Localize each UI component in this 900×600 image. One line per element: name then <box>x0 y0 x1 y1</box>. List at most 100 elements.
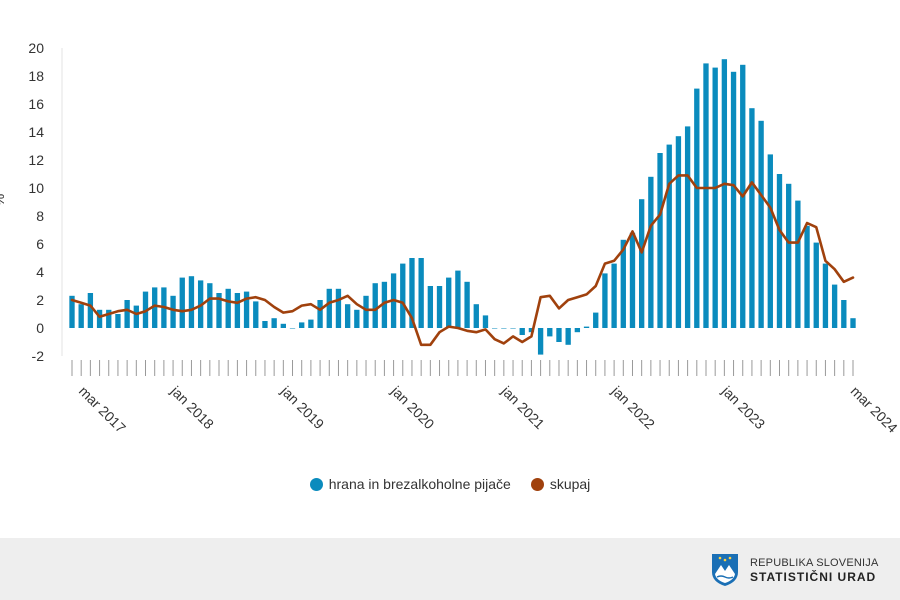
bar[interactable] <box>207 283 213 328</box>
x-tick-label: jan 2018 <box>167 382 217 432</box>
legend-item-food[interactable]: hrana in brezalkoholne pijače <box>309 476 511 492</box>
surs-logo[interactable]: REPUBLIKA SLOVENIJA STATISTIČNI URAD <box>710 552 879 588</box>
bar[interactable] <box>583 326 590 328</box>
bar[interactable] <box>795 200 801 328</box>
bar[interactable] <box>822 263 829 328</box>
bar[interactable] <box>758 120 764 328</box>
bar[interactable] <box>767 154 773 328</box>
logo-line2: STATISTIČNI URAD <box>750 570 877 584</box>
bar[interactable] <box>436 286 443 328</box>
food-bars-series <box>69 59 856 355</box>
total-inflation-line[interactable] <box>70 174 855 347</box>
bar[interactable] <box>372 283 378 328</box>
bar[interactable] <box>565 328 571 345</box>
bar[interactable] <box>133 305 139 328</box>
bar[interactable] <box>262 321 268 328</box>
bar[interactable] <box>620 239 626 328</box>
bar[interactable] <box>317 300 323 328</box>
bar[interactable] <box>749 108 755 328</box>
bar[interactable] <box>501 328 507 329</box>
legend-dot-total <box>530 477 544 491</box>
bar[interactable] <box>243 291 250 328</box>
bar[interactable] <box>354 309 360 328</box>
bar[interactable] <box>106 309 112 328</box>
bar[interactable] <box>308 319 314 328</box>
logo-line1: REPUBLIKA SLOVENIJA <box>750 557 879 569</box>
bar[interactable] <box>335 288 342 328</box>
bar[interactable] <box>170 295 176 328</box>
bar[interactable] <box>730 71 737 329</box>
bar[interactable] <box>611 263 617 328</box>
bar[interactable] <box>574 328 581 333</box>
bar[interactable] <box>831 284 838 328</box>
bar[interactable] <box>648 176 654 328</box>
bar[interactable] <box>418 258 424 328</box>
bar[interactable] <box>473 304 479 328</box>
bar[interactable] <box>188 276 195 328</box>
bar[interactable] <box>804 225 810 328</box>
bar[interactable] <box>280 323 286 328</box>
bar[interactable] <box>96 309 103 328</box>
bar[interactable] <box>69 295 75 328</box>
bar[interactable] <box>179 277 185 328</box>
bar[interactable] <box>400 263 406 328</box>
bar[interactable] <box>115 314 121 328</box>
bar[interactable] <box>841 300 847 328</box>
bar[interactable] <box>657 153 663 328</box>
bar[interactable] <box>234 293 241 328</box>
bar[interactable] <box>381 281 388 328</box>
bar[interactable] <box>491 328 498 329</box>
legend-item-total[interactable]: skupaj <box>530 476 590 492</box>
bar[interactable] <box>519 328 525 335</box>
bar[interactable] <box>721 59 728 328</box>
bar[interactable] <box>78 304 84 328</box>
bar[interactable] <box>776 174 783 328</box>
bar[interactable] <box>152 287 158 328</box>
bar[interactable] <box>666 144 672 328</box>
x-tick-label: jan 2020 <box>388 382 438 432</box>
bar[interactable] <box>344 304 351 328</box>
bar[interactable] <box>427 286 434 328</box>
bar[interactable] <box>528 328 535 333</box>
bar[interactable] <box>593 312 599 328</box>
y-tick-label: 2 <box>36 292 44 308</box>
y-tick-label: 12 <box>28 152 44 168</box>
bar[interactable] <box>602 273 608 328</box>
bar[interactable] <box>556 328 562 342</box>
y-tick-label: 20 <box>28 40 44 56</box>
bar[interactable] <box>786 183 792 328</box>
bar[interactable] <box>712 67 718 328</box>
bar[interactable] <box>299 322 305 328</box>
bar[interactable] <box>455 270 461 328</box>
bar[interactable] <box>87 293 94 328</box>
y-tick-label: 6 <box>36 236 44 252</box>
bar[interactable] <box>639 199 645 328</box>
bar[interactable] <box>694 88 700 328</box>
bar[interactable] <box>363 295 369 328</box>
bar[interactable] <box>675 136 682 328</box>
bar[interactable] <box>253 301 259 328</box>
bar[interactable] <box>124 300 130 328</box>
bar[interactable] <box>482 315 489 328</box>
bar[interactable] <box>216 293 222 328</box>
bar[interactable] <box>537 328 544 355</box>
x-tick-label: jan 2021 <box>498 382 548 432</box>
bar[interactable] <box>510 328 516 329</box>
y-tick-label: 18 <box>28 68 44 84</box>
bar[interactable] <box>703 63 709 329</box>
bar[interactable] <box>225 288 231 328</box>
bar[interactable] <box>326 288 332 328</box>
bar[interactable] <box>850 318 856 328</box>
x-tick-labels: mar 2017 jan 2018 jan 2019 jan 2020 jan 2021… <box>76 382 900 436</box>
bar[interactable] <box>464 281 470 328</box>
bar[interactable] <box>446 277 452 328</box>
y-tick-label: 10 <box>28 180 44 196</box>
bar[interactable] <box>289 328 296 329</box>
bar[interactable] <box>547 328 553 337</box>
bar[interactable] <box>813 242 819 328</box>
bar[interactable] <box>409 258 415 328</box>
bar[interactable] <box>684 126 691 329</box>
bar[interactable] <box>271 318 277 328</box>
bar[interactable] <box>629 232 636 328</box>
